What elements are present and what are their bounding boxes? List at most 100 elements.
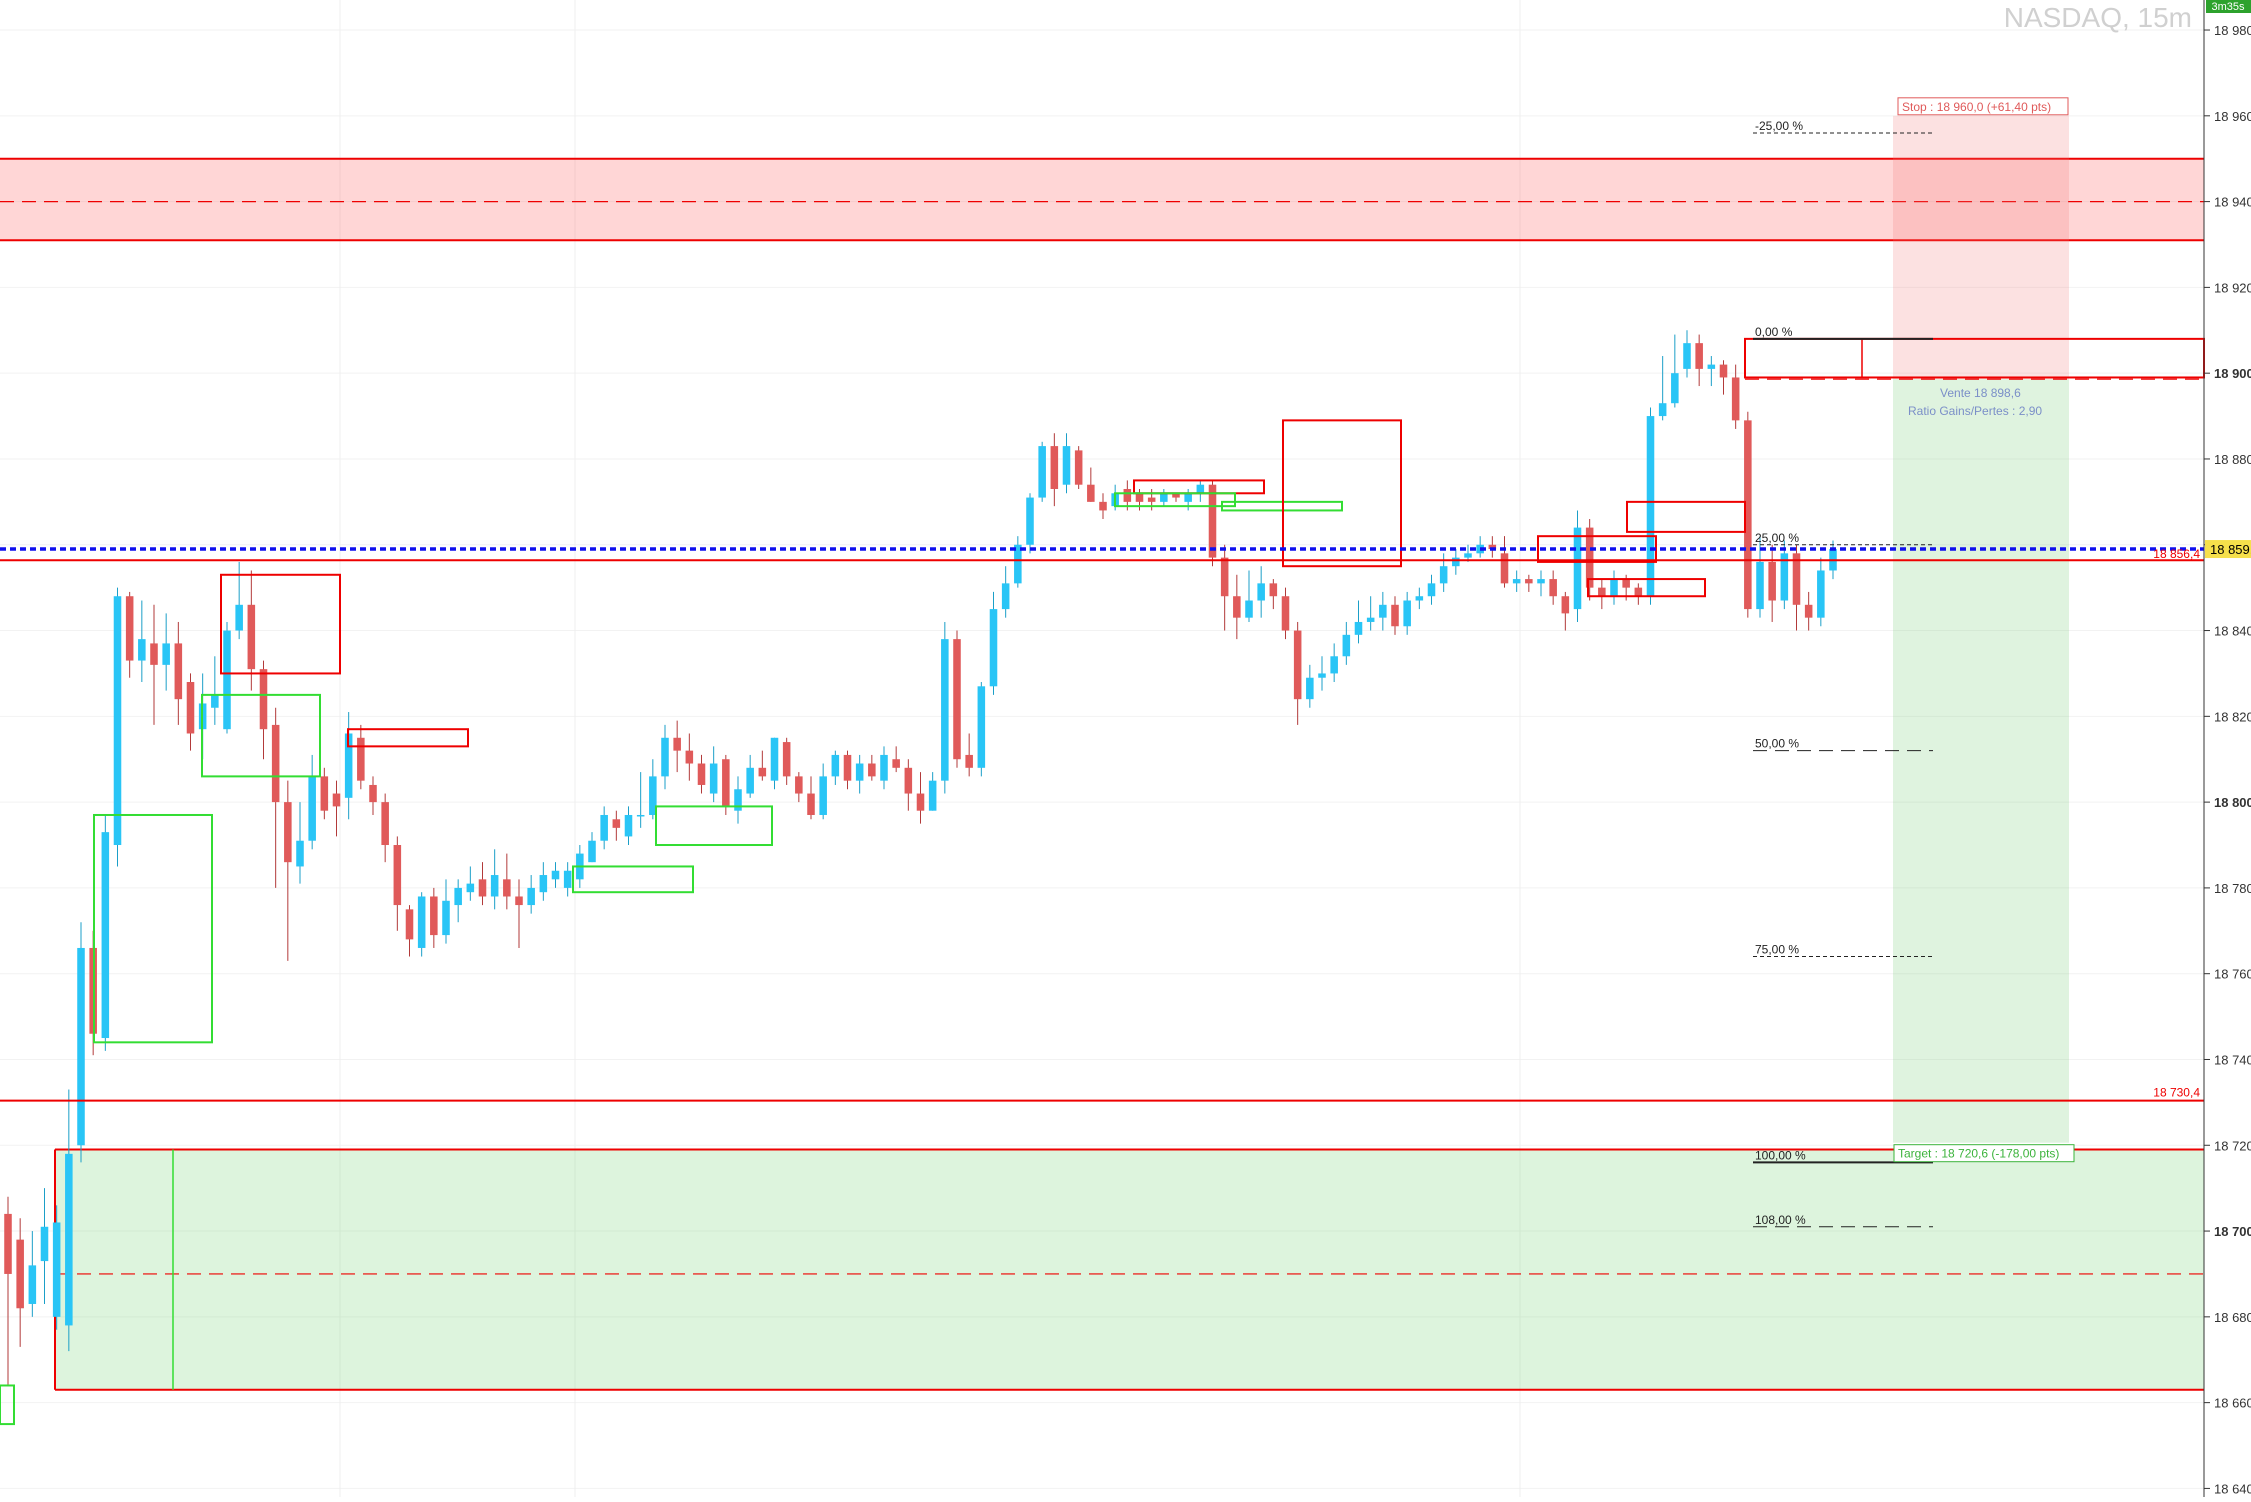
candle-body xyxy=(795,776,803,794)
candle-body xyxy=(454,887,462,906)
candle xyxy=(174,621,183,725)
candle xyxy=(880,746,888,790)
candle-body xyxy=(1707,364,1716,369)
candle-body xyxy=(1744,420,1752,610)
fib-level-label: 0,00 % xyxy=(1755,325,1793,339)
candle-body xyxy=(259,669,268,730)
axis-tick-label: 18 740 xyxy=(2214,1052,2251,1067)
candle-body xyxy=(892,759,900,768)
candle-body xyxy=(393,845,402,906)
candle-body xyxy=(1257,583,1265,601)
axis-tick-label: 18 760 xyxy=(2214,967,2251,982)
candle xyxy=(28,1231,37,1317)
supply-zone xyxy=(0,158,2204,241)
candle xyxy=(1792,544,1801,631)
bullish-order-block xyxy=(201,693,321,778)
candle-body xyxy=(977,686,986,768)
candle-body xyxy=(941,639,949,781)
candle xyxy=(113,587,122,867)
bullish-order-block xyxy=(1114,492,1236,508)
candle xyxy=(1646,407,1655,605)
candle-body xyxy=(624,814,633,837)
candle-body xyxy=(588,840,596,863)
timer-badge-bg xyxy=(2206,0,2251,13)
candle-body xyxy=(1196,484,1205,494)
bullish-order-block xyxy=(572,865,694,894)
candle xyxy=(892,746,900,773)
candle-body xyxy=(1719,364,1728,378)
candle-body xyxy=(1087,484,1095,502)
stop-box xyxy=(1893,115,2069,380)
candle-body xyxy=(1391,604,1399,627)
candle-body xyxy=(417,896,426,948)
axis-tick-label: 18 900 xyxy=(2214,366,2251,381)
candle xyxy=(746,754,754,798)
candle xyxy=(588,832,596,863)
candle xyxy=(1160,488,1168,507)
candle xyxy=(369,776,377,815)
candle-body xyxy=(1245,600,1253,618)
candle-body xyxy=(235,604,243,631)
candle-body xyxy=(1817,570,1825,618)
candle xyxy=(296,802,304,884)
candle xyxy=(685,733,694,781)
current-price-badge xyxy=(2205,540,2251,559)
candle xyxy=(357,724,365,790)
candles xyxy=(4,330,1837,1386)
candle-body xyxy=(490,875,499,897)
candle-body xyxy=(1610,579,1618,597)
candle xyxy=(40,1188,49,1304)
zones xyxy=(0,115,2204,1391)
candle-body xyxy=(369,784,377,803)
candle xyxy=(393,836,402,931)
candle xyxy=(503,853,511,910)
candle xyxy=(868,754,876,781)
bearish-order-block xyxy=(347,728,469,748)
candle-body xyxy=(831,754,840,777)
candle xyxy=(65,1089,73,1352)
candle-body xyxy=(113,596,122,846)
fib-level-label: 100,00 % xyxy=(1755,1148,1806,1162)
candle xyxy=(1512,570,1521,592)
candle xyxy=(1391,596,1399,635)
candle-body xyxy=(503,879,511,897)
candle-body xyxy=(1452,557,1460,567)
candle xyxy=(1695,334,1703,387)
candle xyxy=(77,922,85,1163)
candle xyxy=(1038,441,1046,502)
candle xyxy=(1780,540,1789,610)
candle xyxy=(454,879,462,923)
candle xyxy=(612,810,621,841)
candle xyxy=(636,772,645,828)
candle xyxy=(1537,570,1545,597)
candle xyxy=(1561,591,1570,631)
candle xyxy=(758,750,767,781)
target-box xyxy=(1893,379,2069,1143)
candle xyxy=(1525,574,1533,592)
candle xyxy=(904,759,913,811)
candle-body xyxy=(1488,544,1497,550)
candle-body xyxy=(1500,553,1509,584)
candle xyxy=(490,849,499,910)
candle-body xyxy=(697,763,706,785)
candle xyxy=(989,591,998,695)
candle-body xyxy=(125,596,134,661)
candle xyxy=(1403,591,1411,635)
candle-body xyxy=(1439,566,1448,584)
candle xyxy=(271,707,280,888)
stop-label-bg xyxy=(1897,97,2069,116)
timer-badge: 3m35s xyxy=(2206,0,2251,13)
candle xyxy=(782,737,791,785)
candle-body xyxy=(186,682,195,734)
target-label: Target : 18 720,6 (-178,00 pts) xyxy=(1898,1147,2059,1161)
price-axis[interactable]: 18 980 18 960 18 940 18 920 18 900 18 880 18 8… xyxy=(2203,0,2251,1497)
candle-body xyxy=(563,870,572,888)
candle-body xyxy=(709,763,718,794)
candle xyxy=(709,746,718,803)
candle xyxy=(795,772,803,803)
candle-body xyxy=(357,737,365,781)
candle xyxy=(1342,621,1351,665)
candle-body xyxy=(636,814,645,817)
